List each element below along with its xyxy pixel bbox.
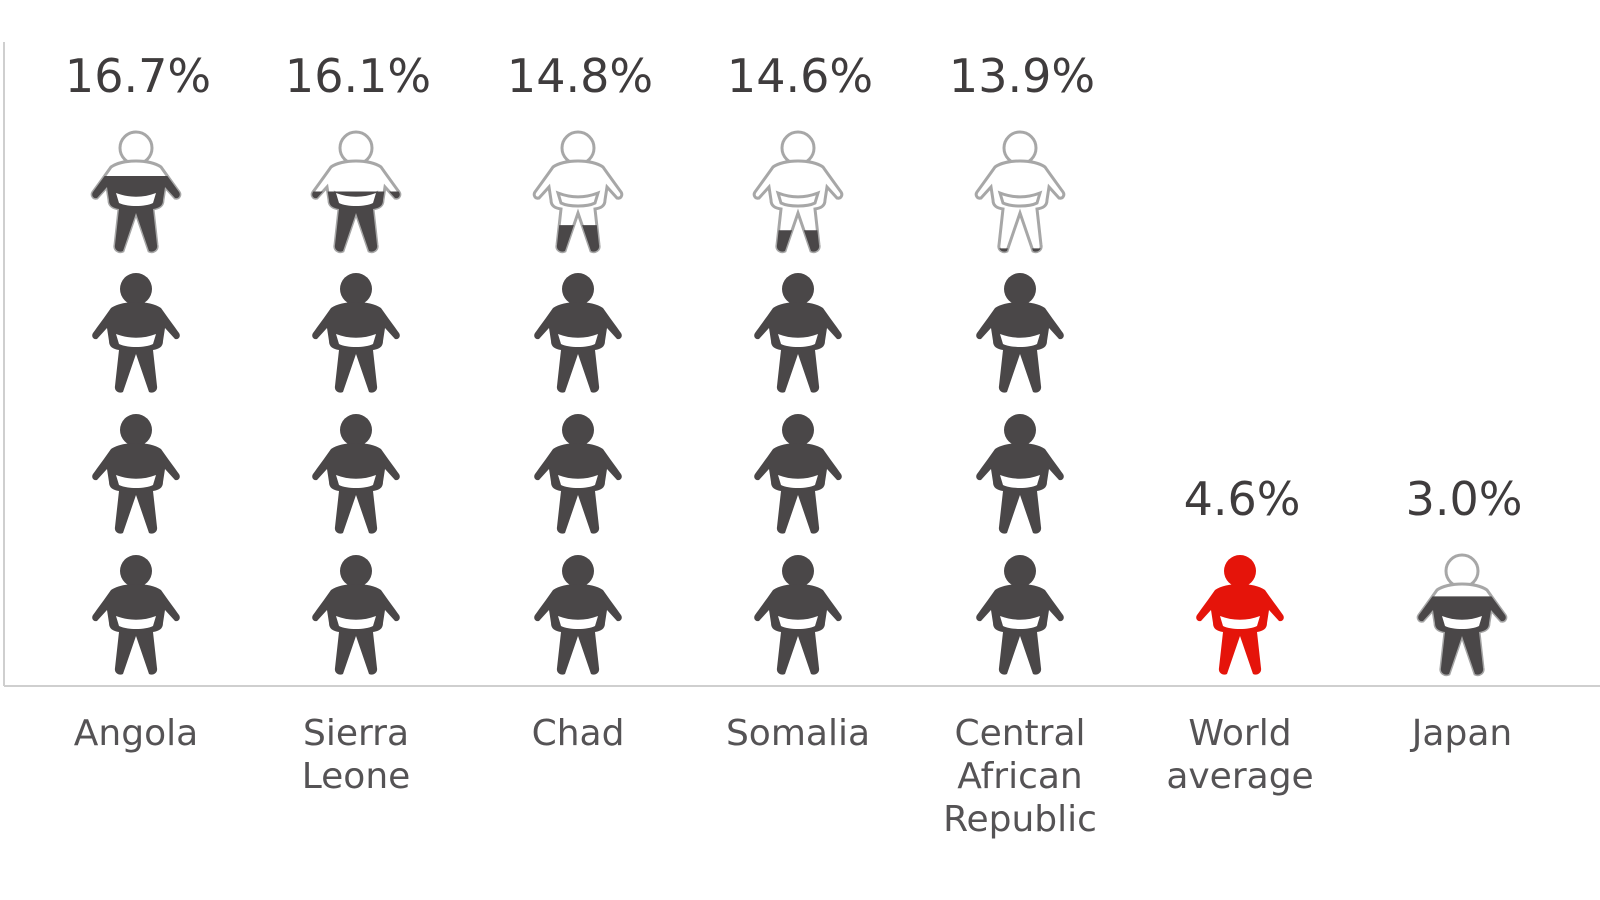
icon-fill <box>976 414 1064 534</box>
value-label-somalia: 14.6% <box>727 49 873 103</box>
icon-somalia-4 <box>752 130 844 254</box>
icon-outline <box>974 130 1066 254</box>
icon-chad-2 <box>534 414 622 534</box>
columns: 16.7% Angola 16.1% Sierra Leone 14.8% Chad 14.6… <box>65 49 1523 840</box>
category-label-japan: Japan <box>1410 713 1512 754</box>
icon-fill <box>754 273 842 393</box>
icon-fill <box>312 273 400 393</box>
icon-central-african-republic-2 <box>976 414 1064 534</box>
icon-fill <box>534 273 622 393</box>
icon-fill <box>92 555 180 675</box>
icon-fill <box>1196 555 1284 675</box>
icon-fill <box>92 414 180 534</box>
icon-somalia-3 <box>754 273 842 393</box>
icon-fill <box>534 555 622 675</box>
value-label-angola: 16.7% <box>65 49 211 103</box>
value-label-world-average: 4.6% <box>1184 472 1301 526</box>
icon-fill <box>534 414 622 534</box>
icon-central-african-republic-4 <box>974 130 1066 254</box>
icon-sierra-leone-3 <box>312 273 400 393</box>
icon-central-african-republic-3 <box>976 273 1064 393</box>
icon-fill <box>92 273 180 393</box>
value-label-japan: 3.0% <box>1406 472 1523 526</box>
value-label-sierra-leone: 16.1% <box>285 49 431 103</box>
icon-angola-4 <box>90 130 182 254</box>
icon-outline <box>752 130 844 254</box>
icon-fill <box>976 273 1064 393</box>
category-label-world-average: World average <box>1166 713 1313 797</box>
icon-angola-3 <box>92 273 180 393</box>
icon-somalia-1 <box>754 555 842 675</box>
icon-world-average-1 <box>1196 555 1284 675</box>
icon-japan-1 <box>1416 553 1508 677</box>
icon-angola-2 <box>92 414 180 534</box>
category-label-sierra-leone: Sierra Leone <box>302 713 411 797</box>
icon-fill <box>976 555 1064 675</box>
icon-fill <box>312 414 400 534</box>
value-label-central-african-republic: 13.9% <box>949 49 1095 103</box>
icon-sierra-leone-2 <box>312 414 400 534</box>
category-label-central-african-republic: Central African Republic <box>943 713 1097 840</box>
icon-somalia-2 <box>754 414 842 534</box>
icon-chad-4 <box>532 130 624 254</box>
icon-chad-1 <box>534 555 622 675</box>
icon-fill <box>754 555 842 675</box>
value-label-chad: 14.8% <box>507 49 653 103</box>
category-label-chad: Chad <box>532 713 625 754</box>
icon-sierra-leone-4 <box>310 130 402 254</box>
icon-fill <box>312 555 400 675</box>
icon-outline <box>532 130 624 254</box>
icon-sierra-leone-1 <box>312 555 400 675</box>
category-label-somalia: Somalia <box>726 713 870 754</box>
icon-angola-1 <box>92 555 180 675</box>
category-label-angola: Angola <box>74 713 198 754</box>
icon-chad-3 <box>534 273 622 393</box>
icon-central-african-republic-1 <box>976 555 1064 675</box>
icon-fill <box>754 414 842 534</box>
